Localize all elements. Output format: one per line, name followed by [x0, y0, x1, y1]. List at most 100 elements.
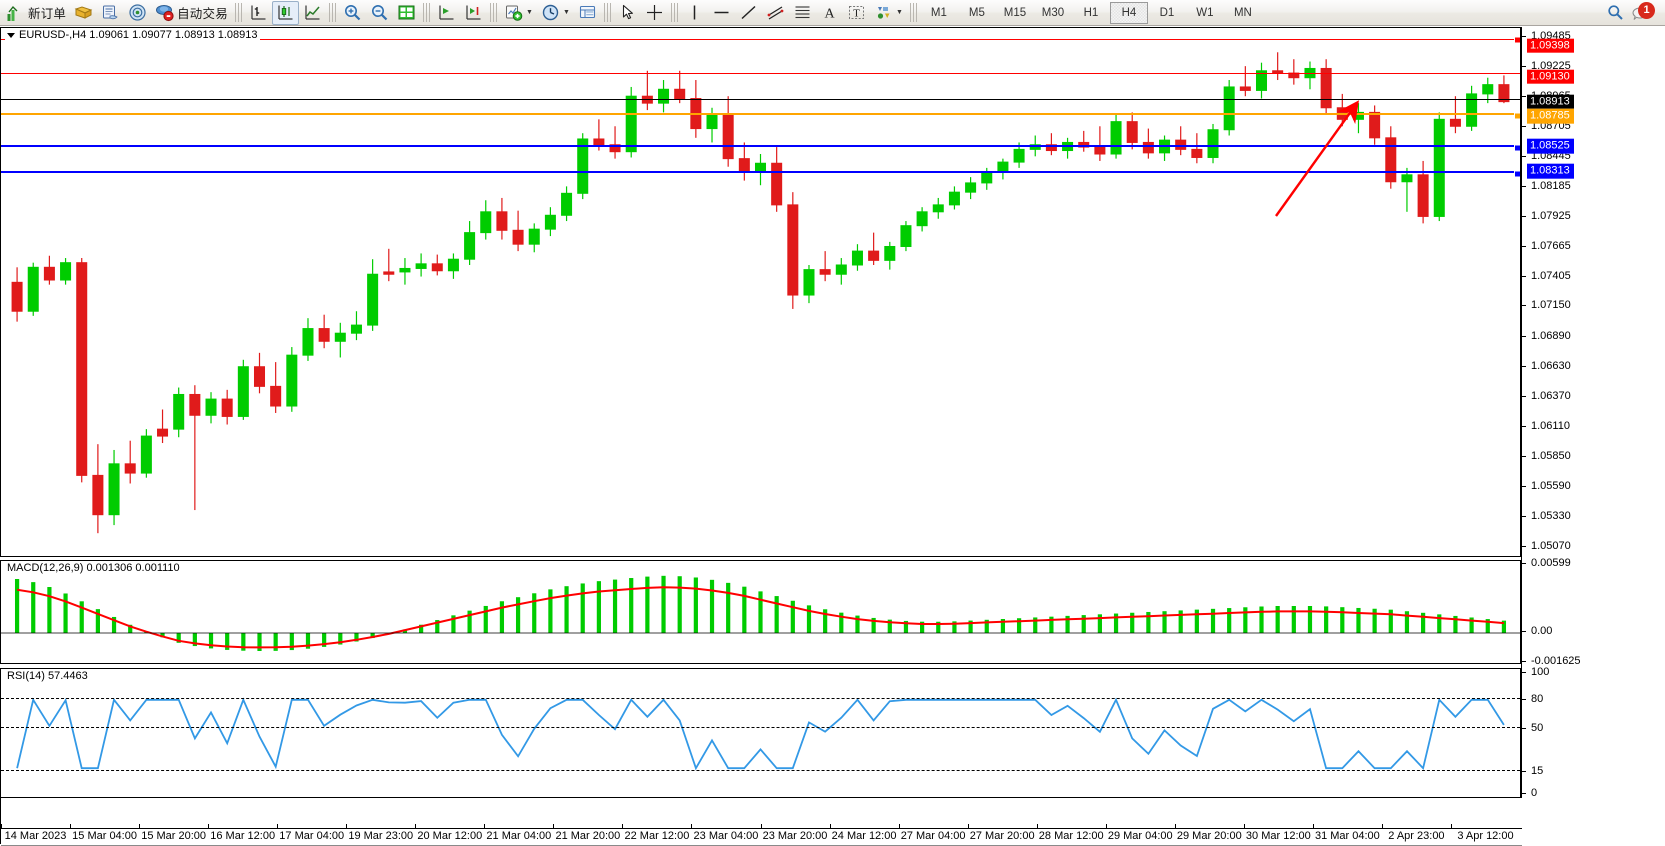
- time-axis-label: 20 Mar 12:00: [417, 830, 483, 842]
- price-tag-support[interactable]: 1.08313: [1527, 163, 1574, 179]
- rsi-pane[interactable]: RSI(14) 57.4463: [0, 668, 1521, 798]
- time-axis-tick: [1105, 824, 1107, 829]
- candle-body: [286, 354, 298, 407]
- chart-shift-button[interactable]: [433, 1, 460, 25]
- candle-body: [1094, 146, 1106, 155]
- macd-histogram-bar: [855, 615, 860, 633]
- news-button[interactable]: [97, 1, 124, 25]
- timeframe-d1[interactable]: D1: [1159, 6, 1175, 19]
- signals-button[interactable]: [124, 1, 151, 25]
- macd-histogram-bar: [1146, 611, 1151, 633]
- candle-body: [60, 262, 72, 281]
- timeframe-mn[interactable]: MN: [1233, 6, 1252, 19]
- level-handle[interactable]: [1514, 170, 1520, 178]
- label-button[interactable]: T: [843, 1, 870, 25]
- time-axis-tick: [277, 824, 279, 829]
- auto-scroll-button[interactable]: [460, 1, 487, 25]
- macd-histogram-bar: [225, 633, 230, 650]
- time-axis-label: 19 Mar 23:00: [348, 830, 414, 842]
- templates-button[interactable]: [574, 1, 601, 25]
- channel-button[interactable]: [762, 1, 789, 25]
- time-axis-label: 23 Mar 20:00: [762, 830, 828, 842]
- level-handle[interactable]: [1514, 112, 1520, 120]
- level-line-resistance-1[interactable]: [1, 36, 1520, 44]
- timeframe-m1[interactable]: M1: [930, 6, 947, 19]
- period-button[interactable]: ▼: [537, 1, 574, 25]
- price-tick: 1.07150: [1522, 299, 1571, 311]
- chevron-down-icon[interactable]: ▼: [895, 9, 903, 16]
- macd-histogram-bar: [1049, 616, 1054, 633]
- candle-body: [771, 162, 783, 206]
- timeframe-h4[interactable]: H4: [1109, 1, 1148, 24]
- candle-body: [464, 232, 476, 260]
- rsi-axis-0: 0: [1522, 787, 1537, 799]
- timeframe-m5[interactable]: M5: [968, 6, 985, 19]
- add-indicator-button[interactable]: ▼: [500, 1, 537, 25]
- news-icon: [103, 5, 118, 20]
- folder-button[interactable]: [70, 1, 97, 25]
- macd-axis-min: -0.001625: [1522, 655, 1581, 667]
- level-handle[interactable]: [1514, 36, 1520, 44]
- trendline-button[interactable]: [735, 1, 762, 25]
- timeframe-w1[interactable]: W1: [1196, 6, 1214, 19]
- macd-histogram-bar: [612, 579, 618, 633]
- level-handle[interactable]: [1514, 144, 1520, 152]
- price-pane[interactable]: EURUSD-,H4 1.09061 1.09077 1.08913 1.089…: [0, 27, 1521, 557]
- time-axis-tick: [622, 824, 624, 829]
- fibonacci-button[interactable]: [789, 1, 816, 25]
- bar-chart-button[interactable]: [245, 1, 272, 25]
- macd-histogram-bar: [79, 601, 84, 633]
- candle-body: [302, 328, 314, 356]
- price-tick: 1.09225: [1522, 60, 1571, 72]
- time-label-strip: 14 Mar 2023 15 Mar 04:00 15 Mar 20:00 16 Ma…: [1, 824, 1522, 846]
- toolbar-separator: [234, 3, 242, 22]
- price-tag-resistance[interactable]: 1.09398: [1527, 38, 1574, 53]
- chevron-down-icon[interactable]: ▼: [525, 9, 533, 16]
- candle-body: [350, 324, 362, 334]
- rsi-guide-80: [1, 698, 1520, 699]
- price-tag-resistance[interactable]: 1.09130: [1527, 69, 1574, 84]
- level-line-pending-order[interactable]: [1, 112, 1520, 120]
- candle-body: [900, 225, 912, 247]
- time-axis-label: 22 Mar 12:00: [624, 830, 690, 842]
- macd-histogram-bar: [839, 612, 844, 633]
- price-tag-pending[interactable]: 1.08785: [1527, 109, 1574, 124]
- level-line-support-1[interactable]: [1, 144, 1520, 152]
- vertical-line-button[interactable]: [681, 1, 708, 25]
- level-line-current-price[interactable]: [1, 99, 1520, 100]
- shapes-button[interactable]: ▼: [870, 1, 907, 25]
- alerts-button[interactable]: 1: [1631, 1, 1655, 23]
- price-axis[interactable]: 1.094851.092251.089651.087051.084451.081…: [1521, 27, 1665, 799]
- cursor-button[interactable]: [614, 1, 641, 25]
- zoom-out-button[interactable]: [366, 1, 393, 25]
- timeframe-m15[interactable]: M15: [1003, 6, 1027, 19]
- chevron-down-icon[interactable]: ▼: [562, 9, 570, 16]
- level-line-resistance-2[interactable]: [1, 73, 1520, 74]
- candle-body: [835, 264, 847, 275]
- crosshair-button[interactable]: [641, 1, 668, 25]
- text-button[interactable]: A: [816, 1, 843, 25]
- candlestick-chart-button[interactable]: [271, 0, 299, 25]
- collapse-triangle-icon[interactable]: [7, 32, 15, 38]
- line-chart-button[interactable]: [299, 1, 326, 25]
- time-axis[interactable]: 14 Mar 2023 15 Mar 04:00 15 Mar 20:00 16 Ma…: [0, 798, 1522, 846]
- auto-trading-button[interactable]: 自动交易: [151, 1, 232, 25]
- new-order-button[interactable]: 新订单: [2, 1, 70, 25]
- zoom-in-button[interactable]: [339, 1, 366, 25]
- candle-body: [1482, 84, 1494, 95]
- price-tag-current[interactable]: 1.08913: [1527, 94, 1574, 109]
- horizontal-line-button[interactable]: [708, 1, 735, 25]
- candle-body: [124, 463, 136, 474]
- macd-histogram-bar: [208, 633, 214, 649]
- tile-windows-button[interactable]: [393, 1, 420, 25]
- search-icon[interactable]: [1606, 3, 1625, 22]
- macd-pane[interactable]: MACD(12,26,9) 0.001306 0.001110: [0, 560, 1521, 664]
- timeframe-h1[interactable]: H1: [1083, 6, 1099, 19]
- price-tick: 1.06890: [1522, 330, 1571, 342]
- timeframe-m30[interactable]: M30: [1041, 6, 1065, 19]
- bar-chart-icon: [251, 5, 266, 20]
- candle-body: [1369, 111, 1381, 139]
- price-tag-support[interactable]: 1.08525: [1527, 139, 1574, 154]
- level-line-support-2[interactable]: [1, 170, 1520, 178]
- cursor-icon: [622, 4, 633, 20]
